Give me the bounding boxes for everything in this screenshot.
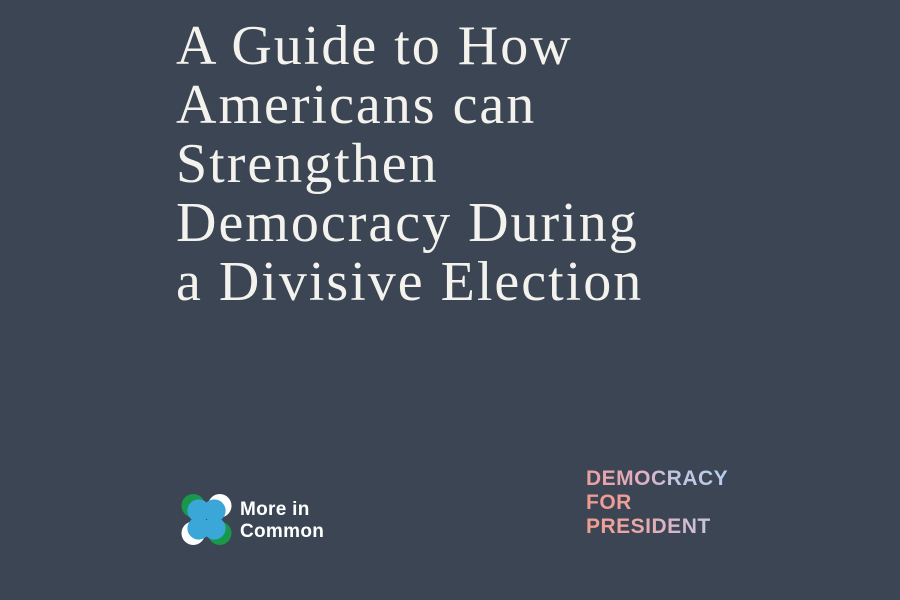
democracy-for-president-line: PRESIDENT	[586, 515, 711, 538]
petal-blue-top-right	[203, 499, 226, 522]
democracy-for-president-line: FOR	[586, 491, 632, 514]
cover-title-line: Democracy During	[176, 192, 639, 254]
cover-title: A Guide to How Americans can Strengthen …	[176, 17, 643, 312]
cover-title-line: Strengthen	[176, 133, 439, 195]
petal-blue-bottom-right	[203, 517, 226, 540]
cover-title-line: A Guide to How	[176, 15, 573, 77]
petal-blue-top-left	[187, 499, 210, 522]
cover-title-line: Americans can	[176, 74, 537, 136]
petal-blue-bottom-left	[187, 517, 210, 540]
more-in-common-wordmark: More in Common	[240, 499, 324, 543]
democracy-for-president-wordmark: DEMOCRACY FOR PRESIDENT	[586, 467, 728, 539]
more-in-common-wordmark-line: More in	[240, 499, 310, 520]
cover-title-line: a Divisive Election	[176, 251, 644, 313]
more-in-common-wordmark-line: Common	[240, 521, 325, 542]
more-in-common-flower-icon	[181, 494, 232, 545]
democracy-for-president-line: DEMOCRACY	[586, 467, 729, 490]
